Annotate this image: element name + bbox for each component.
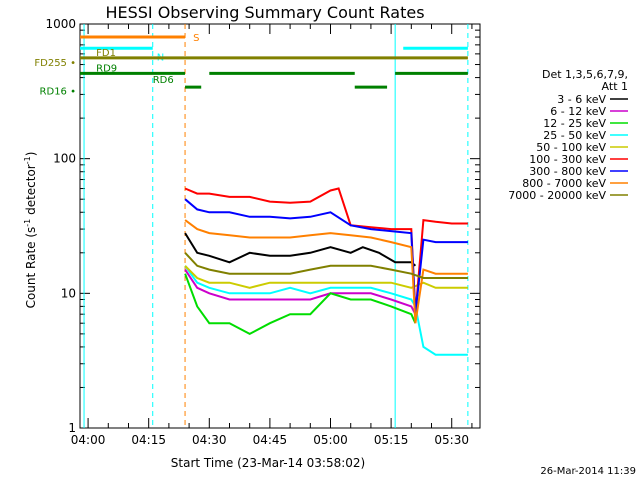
x-axis-label: Start Time (23-Mar-14 03:58:02) bbox=[171, 456, 365, 470]
series-line bbox=[184, 232, 417, 267]
series-line bbox=[184, 252, 468, 279]
x-tick-label: 05:30 bbox=[434, 433, 469, 447]
legend-title-line-2: Att 1 bbox=[602, 80, 628, 93]
y-tick-label: 1000 bbox=[45, 17, 76, 31]
legend-label: 100 - 300 keV bbox=[529, 153, 606, 166]
y-tick-label: 1 bbox=[68, 421, 76, 435]
legend-label: 12 - 25 keV bbox=[543, 117, 606, 130]
flag-label: RD9 bbox=[96, 63, 117, 74]
chart-title: HESSI Observing Summary Count Rates bbox=[105, 3, 424, 22]
series-line bbox=[184, 198, 468, 315]
x-tick-label: 04:30 bbox=[192, 433, 227, 447]
y-tick-label: 10 bbox=[61, 286, 76, 300]
y-axis-label: Count Rate (s-1 detector-1) bbox=[23, 152, 38, 309]
flag-label: RD6 bbox=[153, 75, 174, 86]
x-tick-label: 04:45 bbox=[253, 433, 288, 447]
plot-frame bbox=[79, 23, 481, 429]
legend-label: 300 - 800 keV bbox=[529, 165, 606, 178]
x-tick-label: 04:15 bbox=[131, 433, 166, 447]
legend-label: 25 - 50 keV bbox=[543, 129, 606, 142]
flag-side-label: RD16 • bbox=[40, 87, 76, 98]
series-line bbox=[184, 265, 468, 356]
timestamp: 26-Mar-2014 11:39 bbox=[540, 466, 636, 477]
flag-label: S bbox=[193, 33, 199, 44]
series-line bbox=[184, 219, 468, 324]
series-line bbox=[184, 265, 468, 289]
x-tick-label: 04:00 bbox=[71, 433, 106, 447]
x-tick-label: 05:00 bbox=[313, 433, 348, 447]
legend-label: 3 - 6 keV bbox=[557, 93, 606, 106]
flag-side-label: FD255 • bbox=[34, 58, 76, 69]
series-line bbox=[184, 273, 417, 336]
legend-label: 6 - 12 keV bbox=[550, 105, 606, 118]
series-line bbox=[184, 187, 468, 315]
legend-label: 800 - 7000 keV bbox=[522, 177, 606, 190]
x-tick-label: 05:15 bbox=[374, 433, 409, 447]
series-line bbox=[184, 269, 417, 315]
flag-label: FD1 bbox=[96, 48, 116, 59]
y-tick-label: 100 bbox=[53, 152, 76, 166]
legend-label: 7000 - 20000 keV bbox=[508, 189, 606, 202]
legend-title-line-1: Det 1,3,5,6,7,9, bbox=[542, 68, 628, 81]
plot-area: 1 10 100 1000 04:00 04:15 04:30 04:45 05:00 05:15… bbox=[34, 17, 481, 447]
legend-label: 50 - 100 keV bbox=[536, 141, 606, 154]
